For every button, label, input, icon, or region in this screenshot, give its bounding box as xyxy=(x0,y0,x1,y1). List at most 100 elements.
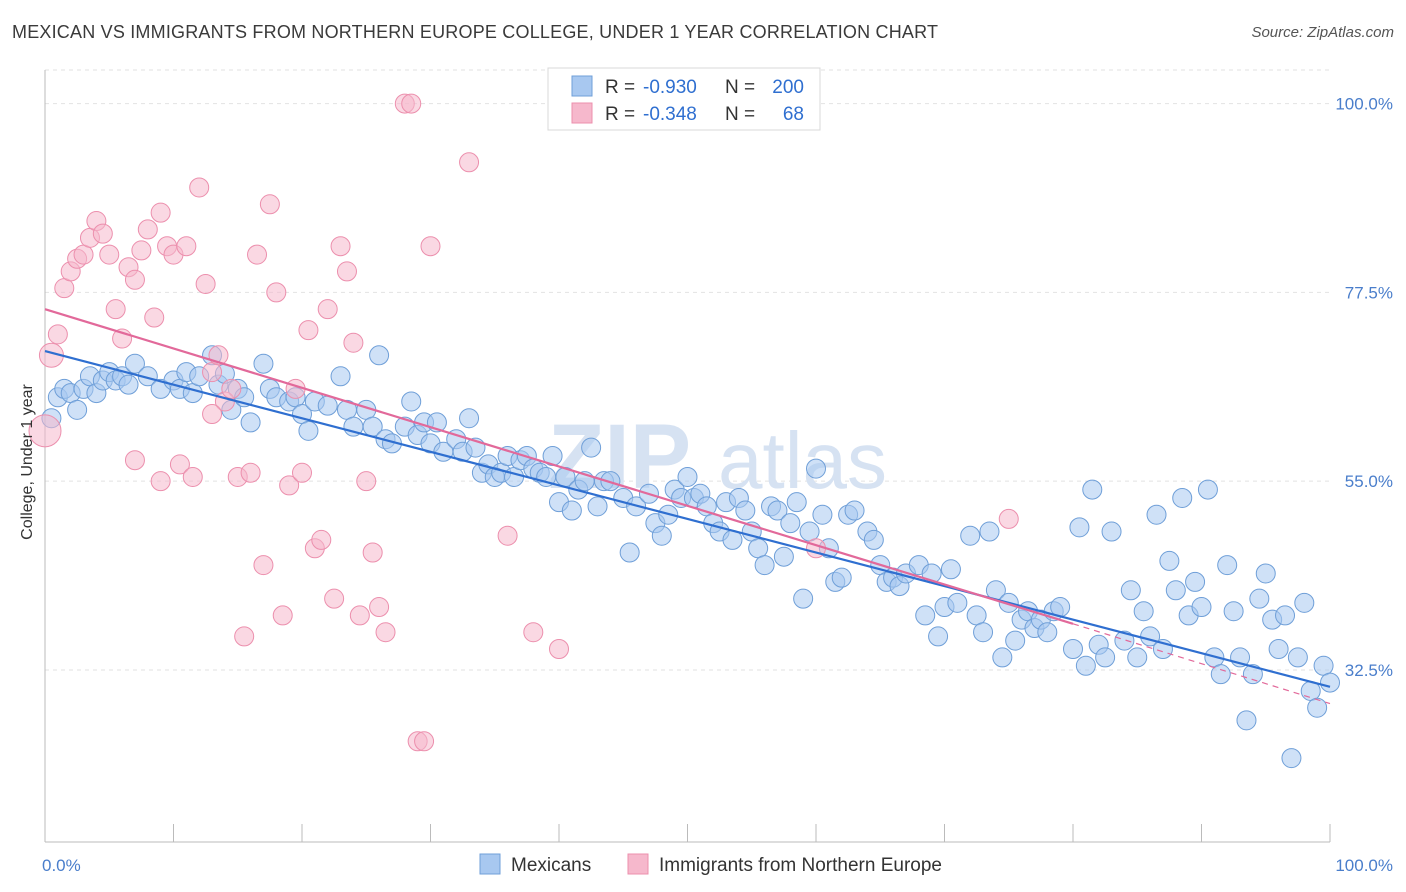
legend-r-label-1: R = xyxy=(605,77,635,98)
point-northern-europe xyxy=(998,508,1019,529)
point-mexicans xyxy=(1313,655,1334,676)
point-mexicans xyxy=(799,521,820,542)
point-northern-europe xyxy=(259,194,280,215)
point-mexicans xyxy=(619,542,640,563)
legend-n-value-2: 68 xyxy=(783,104,804,125)
point-mexicans xyxy=(504,466,525,487)
legend-swatch-northern-europe xyxy=(571,102,593,124)
point-mexicans xyxy=(754,555,775,576)
point-northern-europe xyxy=(292,462,312,483)
point-mexicans xyxy=(1159,550,1180,571)
legend-r-value-1: -0.930 xyxy=(643,77,697,98)
point-mexicans xyxy=(966,605,987,626)
point-mexicans xyxy=(677,466,698,487)
watermark-atlas: atlas xyxy=(718,416,887,505)
point-northern-europe xyxy=(99,244,120,265)
point-northern-europe xyxy=(253,555,274,576)
point-northern-europe xyxy=(247,244,268,265)
point-mexicans xyxy=(831,567,852,588)
point-mexicans xyxy=(1005,630,1026,651)
point-mexicans xyxy=(182,383,203,404)
stats-legend: R = -0.930 N = 200 R = -0.348 N = 68 xyxy=(547,67,821,131)
point-mexicans xyxy=(1255,563,1276,584)
point-northern-europe xyxy=(202,404,223,425)
y-tick-label: 100.0% xyxy=(1335,95,1393,114)
point-mexicans xyxy=(1172,487,1193,508)
point-northern-europe xyxy=(28,414,62,448)
point-northern-europe xyxy=(401,93,422,114)
point-northern-europe xyxy=(343,332,364,353)
point-mexicans xyxy=(1210,664,1231,685)
point-mexicans xyxy=(960,525,981,546)
point-mexicans xyxy=(1236,710,1257,731)
point-mexicans xyxy=(298,420,319,441)
point-mexicans xyxy=(806,458,826,479)
point-mexicans xyxy=(1063,639,1083,659)
point-northern-europe xyxy=(73,244,94,265)
point-northern-europe xyxy=(150,202,171,223)
point-northern-europe xyxy=(176,236,197,257)
point-northern-europe xyxy=(221,378,242,399)
point-northern-europe xyxy=(195,273,216,294)
point-northern-europe xyxy=(150,471,171,492)
point-mexicans xyxy=(812,504,833,525)
point-mexicans xyxy=(1307,697,1328,718)
point-northern-europe xyxy=(272,605,293,626)
point-northern-europe xyxy=(317,299,338,320)
point-northern-europe xyxy=(420,236,441,257)
point-northern-europe xyxy=(131,240,152,261)
point-mexicans xyxy=(1037,622,1058,643)
legend-r-label-2: R = xyxy=(605,104,635,125)
point-northern-europe xyxy=(324,588,345,609)
bottom-swatch-mexicans xyxy=(479,853,501,875)
point-mexicans xyxy=(1185,571,1206,592)
point-mexicans xyxy=(1114,630,1135,651)
bottom-label-northern-europe: Immigrants from Northern Europe xyxy=(659,855,942,876)
point-northern-europe xyxy=(349,605,370,626)
trend-line-mexicans xyxy=(44,350,1331,688)
point-mexicans xyxy=(317,395,338,416)
point-mexicans xyxy=(1223,601,1244,622)
point-northern-europe xyxy=(266,282,287,303)
point-northern-europe xyxy=(234,626,255,647)
point-mexicans xyxy=(780,513,801,534)
bottom-swatch-northern-europe xyxy=(627,853,649,875)
point-mexicans xyxy=(587,496,608,517)
point-northern-europe xyxy=(54,278,75,299)
point-northern-europe xyxy=(202,362,223,383)
point-northern-europe xyxy=(182,466,203,487)
tick-labels: 32.5% 55.0% 77.5% 100.0% 0.0% 100.0% xyxy=(42,95,1393,875)
legend-n-label-2: N = xyxy=(725,104,755,125)
point-northern-europe xyxy=(356,471,377,492)
point-northern-europe xyxy=(523,622,544,643)
point-mexicans xyxy=(940,559,961,580)
point-mexicans xyxy=(1165,580,1186,601)
y-tick-label: 55.0% xyxy=(1345,472,1393,491)
point-mexicans xyxy=(1075,655,1096,676)
legend-swatch-mexicans xyxy=(571,75,593,97)
point-mexicans xyxy=(767,500,788,521)
bottom-label-mexicans: Mexicans xyxy=(511,855,591,876)
point-mexicans xyxy=(1101,521,1122,542)
y-tick-label: 32.5% xyxy=(1345,661,1393,680)
point-northern-europe xyxy=(549,639,569,659)
point-mexicans xyxy=(928,626,949,647)
point-mexicans xyxy=(1287,647,1308,668)
point-mexicans xyxy=(1242,664,1263,685)
point-northern-europe xyxy=(362,542,383,563)
point-mexicans xyxy=(863,529,884,550)
grid-lines xyxy=(45,69,1330,671)
point-mexicans xyxy=(581,437,602,458)
chart-title: MEXICAN VS IMMIGRANTS FROM NORTHERN EURO… xyxy=(12,22,939,42)
point-mexicans xyxy=(459,408,480,429)
point-northern-europe xyxy=(279,475,300,496)
point-northern-europe xyxy=(137,219,158,240)
point-mexicans xyxy=(1127,647,1148,668)
point-northern-europe xyxy=(92,223,113,244)
point-mexicans xyxy=(1133,601,1154,622)
point-mexicans xyxy=(330,366,351,387)
point-mexicans xyxy=(992,647,1013,668)
point-northern-europe xyxy=(330,236,351,257)
point-mexicans xyxy=(947,592,968,613)
